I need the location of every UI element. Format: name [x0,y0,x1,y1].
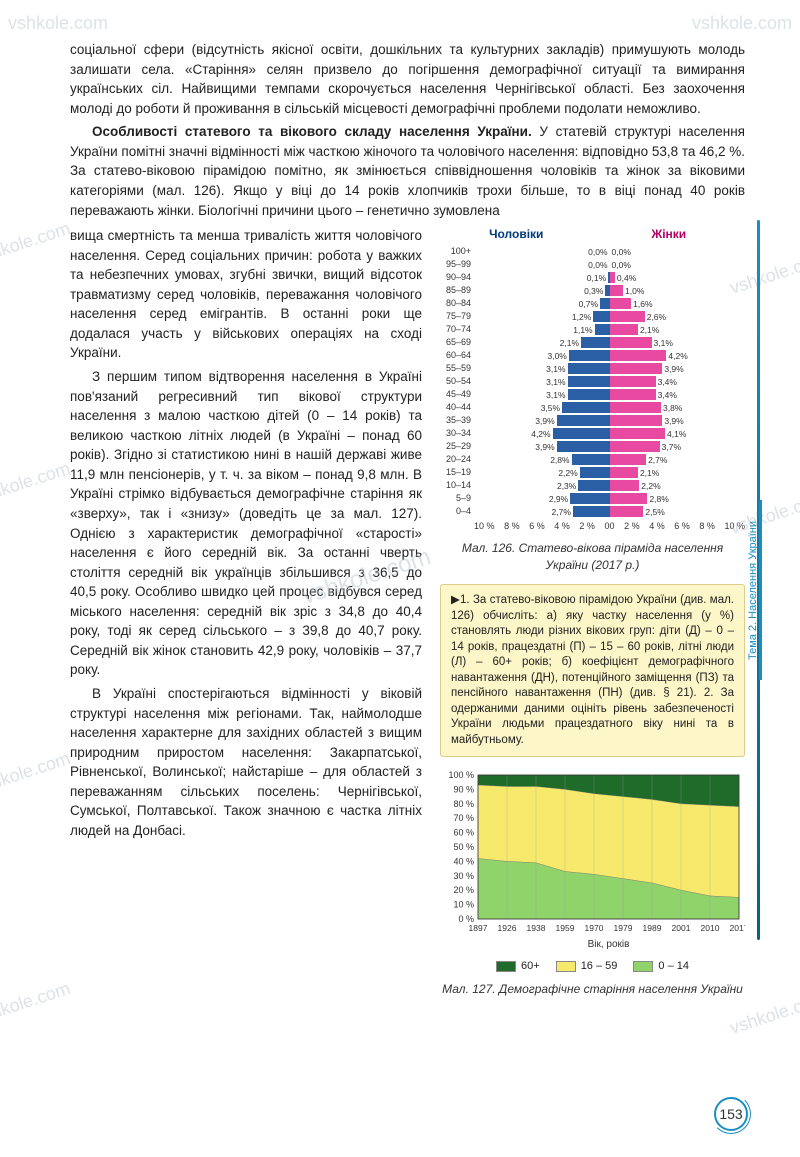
pyramid-age-label: 55–59 [440,362,474,375]
svg-text:1938: 1938 [527,923,546,933]
svg-text:50 %: 50 % [453,842,474,852]
svg-text:1989: 1989 [643,923,662,933]
pyramid-male-bar [573,506,610,517]
pyramid-female-bar [610,402,661,413]
body-paragraph: вища смертність та менша тривалість житт… [70,226,422,363]
pyramid-male-bar [568,389,610,400]
pyramid-male-label: Чоловіки [440,226,593,243]
pyramid-female-bar [610,480,640,491]
pyramid-female-bar [610,285,624,296]
svg-text:60 %: 60 % [453,828,474,838]
pyramid-male-bar [572,454,610,465]
pyramid-female-bar [610,337,652,348]
pyramid-female-bar [610,311,645,322]
pyramid-female-bar [610,441,660,452]
pyramid-male-bar [553,428,610,439]
pyramid-age-label: 65–69 [440,336,474,349]
pyramid-male-bar [593,311,609,322]
pyramid-age-label: 25–29 [440,440,474,453]
pyramid-age-label: 50–54 [440,375,474,388]
legend-item: 60+ [496,959,540,975]
task-text: ▶1. За статево-віковою пірамідою України… [451,594,734,746]
svg-text:2017: 2017 [730,923,745,933]
legend-item: 0 – 14 [633,959,689,975]
pyramid-age-label: 80–84 [440,297,474,310]
svg-text:1979: 1979 [614,923,633,933]
pyramid-female-bar [610,363,663,374]
pyramid-male-bar [557,441,610,452]
svg-text:10 %: 10 % [453,900,474,910]
pyramid-age-label: 100+ [440,245,474,258]
svg-text:2001: 2001 [672,923,691,933]
body-paragraph: Особливості статевого та вікового складу… [70,122,745,220]
pyramid-age-label: 35–39 [440,414,474,427]
pyramid-age-label: 30–34 [440,427,474,440]
pyramid-male-bar [568,363,610,374]
pyramid-age-label: 0–4 [440,505,474,518]
pyramid-female-bar [610,389,656,400]
pyramid-age-label: 45–49 [440,388,474,401]
svg-text:30 %: 30 % [453,871,474,881]
pyramid-female-label: Жінки [593,226,746,243]
pyramid-male-bar [568,376,610,387]
pyramid-male-bar [562,402,609,413]
figure-caption: Мал. 127. Демографічне старіння населенн… [440,981,745,998]
pyramid-female-bar [610,415,663,426]
body-paragraph: З першим типом відтворення населення в У… [70,367,422,680]
pyramid-male-bar [600,298,609,309]
legend-item: 16 – 59 [556,959,618,975]
pyramid-female-bar [610,428,666,439]
pyramid-age-label: 90–94 [440,271,474,284]
pyramid-age-label: 95–99 [440,258,474,271]
pyramid-age-label: 20–24 [440,453,474,466]
pyramid-female-bar [610,298,632,309]
svg-text:1926: 1926 [498,923,517,933]
svg-text:70 %: 70 % [453,814,474,824]
pyramid-female-bar [610,493,648,504]
pyramid-age-label: 40–44 [440,401,474,414]
figure-caption: Мал. 126. Статево-вікова піраміда населе… [440,540,745,575]
pyramid-male-bar [557,415,610,426]
pyramid-female-bar [610,506,644,517]
population-pyramid-chart: Чоловіки Жінки 100+0,0%0,0%95–990,0%0,0%… [440,226,745,533]
svg-text:2010: 2010 [701,923,720,933]
pyramid-male-bar [580,467,610,478]
pyramid-age-label: 15–19 [440,466,474,479]
svg-text:Вік, років: Вік, років [588,939,630,949]
pyramid-male-bar [581,337,609,348]
svg-text:90 %: 90 % [453,785,474,795]
pyramid-age-label: 85–89 [440,284,474,297]
pyramid-male-bar [569,350,610,361]
svg-text:1897: 1897 [469,923,488,933]
svg-text:80 %: 80 % [453,799,474,809]
page-number: 153 [714,1097,748,1131]
pyramid-age-label: 10–14 [440,479,474,492]
svg-text:100 %: 100 % [448,770,474,780]
pyramid-age-label: 5–9 [440,492,474,505]
pyramid-age-label: 60–64 [440,349,474,362]
demographic-aging-chart: 100 % 90 % 80 % 70 % 60 % 50 % 40 % 30 % 20 % 10 … [440,769,745,975]
body-paragraph: В Україні спостерігаються відмінності у … [70,684,422,841]
pyramid-female-bar [610,376,656,387]
task-box: ▶1. За статево-віковою пірамідою України… [440,584,745,757]
pyramid-male-bar [595,324,610,335]
svg-text:1970: 1970 [585,923,604,933]
pyramid-age-label: 70–74 [440,323,474,336]
pyramid-male-bar [578,480,609,491]
pyramid-female-bar [610,324,638,335]
pyramid-age-label: 75–79 [440,310,474,323]
svg-text:40 %: 40 % [453,857,474,867]
svg-text:1959: 1959 [556,923,575,933]
section-heading: Особливості статевого та вікового складу… [92,124,532,139]
pyramid-female-bar [610,467,638,478]
pyramid-female-bar [610,454,647,465]
pyramid-male-bar [570,493,609,504]
svg-text:20 %: 20 % [453,886,474,896]
section-tab: Тема 2. Населення України [746,500,762,680]
pyramid-female-bar [610,350,667,361]
body-paragraph: соціальної сфери (відсутність якісної ос… [70,40,745,118]
